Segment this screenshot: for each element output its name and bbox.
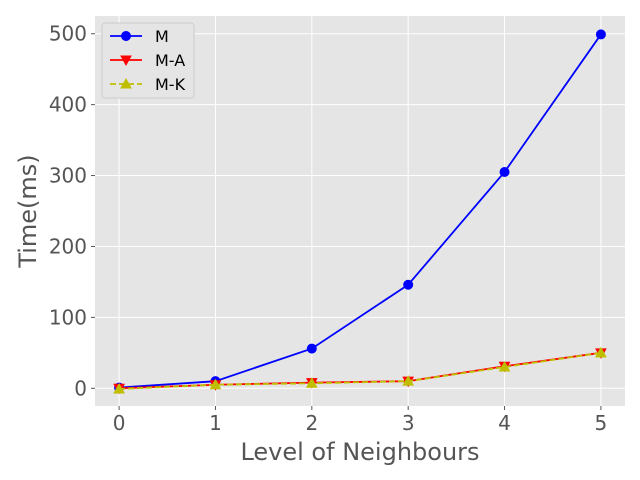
x-tick-label: 5	[595, 411, 608, 435]
data-point	[403, 279, 414, 290]
legend: M M-A M-K	[101, 22, 195, 99]
data-point	[498, 360, 511, 372]
legend-entry: M	[110, 27, 169, 46]
legend-label: M-K	[155, 75, 186, 94]
x-axis-ticks: 0 1 2 3 4 5	[113, 406, 608, 435]
y-tick-label: 100	[49, 305, 87, 329]
x-tick-label: 0	[113, 411, 126, 435]
data-point	[305, 377, 318, 388]
y-tick-label: 0	[74, 376, 87, 400]
x-tick-label: 2	[305, 411, 318, 435]
data-point	[499, 167, 510, 177]
grid-lines	[95, 16, 625, 406]
data-point	[120, 55, 132, 67]
y-tick-label: 500	[49, 22, 87, 46]
y-axis-label: Time(ms)	[14, 154, 42, 268]
legend-label: M	[155, 27, 169, 46]
data-point	[209, 378, 222, 390]
series-group	[113, 29, 607, 395]
data-point	[121, 31, 131, 41]
data-point	[113, 382, 125, 394]
x-tick-label: 1	[209, 411, 222, 435]
series-m-k	[113, 346, 607, 394]
x-axis-label: Level of Neighbours	[240, 438, 479, 466]
x-tick-label: 4	[498, 411, 511, 435]
legend-box	[101, 22, 195, 99]
y-axis-ticks: 0 100 200 300 400 500	[49, 22, 95, 400]
series-line	[119, 33, 602, 389]
data-point	[306, 343, 317, 354]
data-point	[120, 77, 132, 89]
y-tick-label: 200	[49, 234, 87, 258]
y-tick-label: 400	[49, 93, 87, 117]
data-point	[595, 29, 606, 40]
data-point	[595, 346, 607, 358]
series-line	[119, 351, 602, 390]
x-tick-label: 3	[402, 411, 415, 435]
y-tick-label: 300	[49, 164, 87, 188]
legend-label: M-A	[155, 51, 185, 70]
data-point	[402, 375, 415, 386]
legend-entry: M-A	[110, 51, 185, 70]
legend-entry: M-K	[110, 75, 186, 94]
